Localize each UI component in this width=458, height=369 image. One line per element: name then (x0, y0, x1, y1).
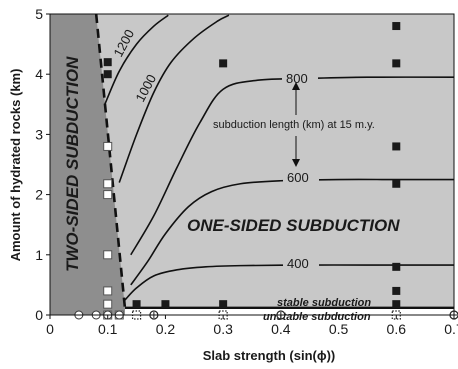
y-tick-label: 1 (35, 247, 43, 263)
stable-band (125, 308, 455, 315)
one-sided-label: ONE-SIDED SUBDUCTION (187, 216, 400, 235)
x-tick-label: 0.6 (387, 321, 407, 337)
data-point-filled-square (161, 300, 170, 309)
data-point-filled-square (219, 300, 228, 309)
data-point-filled-square (103, 70, 112, 79)
contour-line-400 (124, 264, 454, 301)
y-axis: 0 1 2 3 4 5 (35, 6, 50, 323)
plot-frame (49, 13, 455, 316)
data-point-filled-square (132, 300, 141, 309)
data-point-open-square (103, 141, 113, 151)
y-tick-label: 2 (35, 187, 43, 203)
data-point-open-square (103, 299, 113, 309)
data-point-filled-square (392, 262, 401, 271)
contour-line-1000 (118, 14, 230, 183)
data-point-open-square (103, 190, 113, 200)
x-tick-label: 0.2 (156, 321, 176, 337)
data-point-filled-square (103, 58, 112, 67)
x-tick-label: 0.5 (329, 321, 349, 337)
contour-label-800: 800 (286, 71, 308, 86)
stable-subduction-label: stable subduction (277, 297, 371, 309)
x-axis-label: Slab strength (sin(ϕ)) (203, 348, 336, 363)
two-sided-boundary-line (94, 13, 127, 310)
data-point-filled-square (392, 179, 401, 188)
y-tick-label: 3 (35, 126, 43, 142)
x-axis: 0 0.1 0.2 0.3 0.4 0.5 0.6 0.7 (46, 315, 458, 337)
y-tick-label: 4 (35, 66, 43, 82)
data-point-filled-square (392, 286, 401, 295)
two-sided-label: TWO-SIDED SUBDUCTION (63, 56, 82, 272)
x-tick-label: 0 (46, 321, 54, 337)
two-sided-region (50, 14, 126, 315)
y-tick-label: 5 (35, 6, 43, 22)
data-point-filled-square (392, 22, 401, 31)
contour-annotation: subduction length (km) at 15 m.y. (213, 119, 375, 131)
data-point-filled-square (392, 142, 401, 151)
x-tick-label: 0.3 (213, 321, 233, 337)
contour-label-600: 600 (287, 170, 309, 185)
x-tick-label: 0.1 (98, 321, 118, 337)
contour-line-600 (130, 178, 454, 286)
unstable-subduction-label: unstable subduction (263, 311, 371, 323)
data-point-filled-square (392, 59, 401, 68)
x-tick-label: 0.7 (444, 321, 458, 337)
contour-label-400: 400 (287, 256, 309, 271)
data-point-open-square (103, 250, 113, 260)
y-axis-label: Amount of hydrated rocks (km) (8, 69, 23, 262)
contour-lines (104, 14, 455, 309)
contour-line-800 (130, 76, 455, 256)
y-tick-label: 0 (35, 307, 43, 323)
data-point-open-square (103, 286, 113, 296)
data-point-filled-square (219, 59, 228, 68)
contour-line-1200 (104, 14, 169, 105)
x-tick-label: 0.4 (271, 321, 291, 337)
data-point-filled-square (392, 300, 401, 309)
data-point-open-square (103, 179, 113, 189)
